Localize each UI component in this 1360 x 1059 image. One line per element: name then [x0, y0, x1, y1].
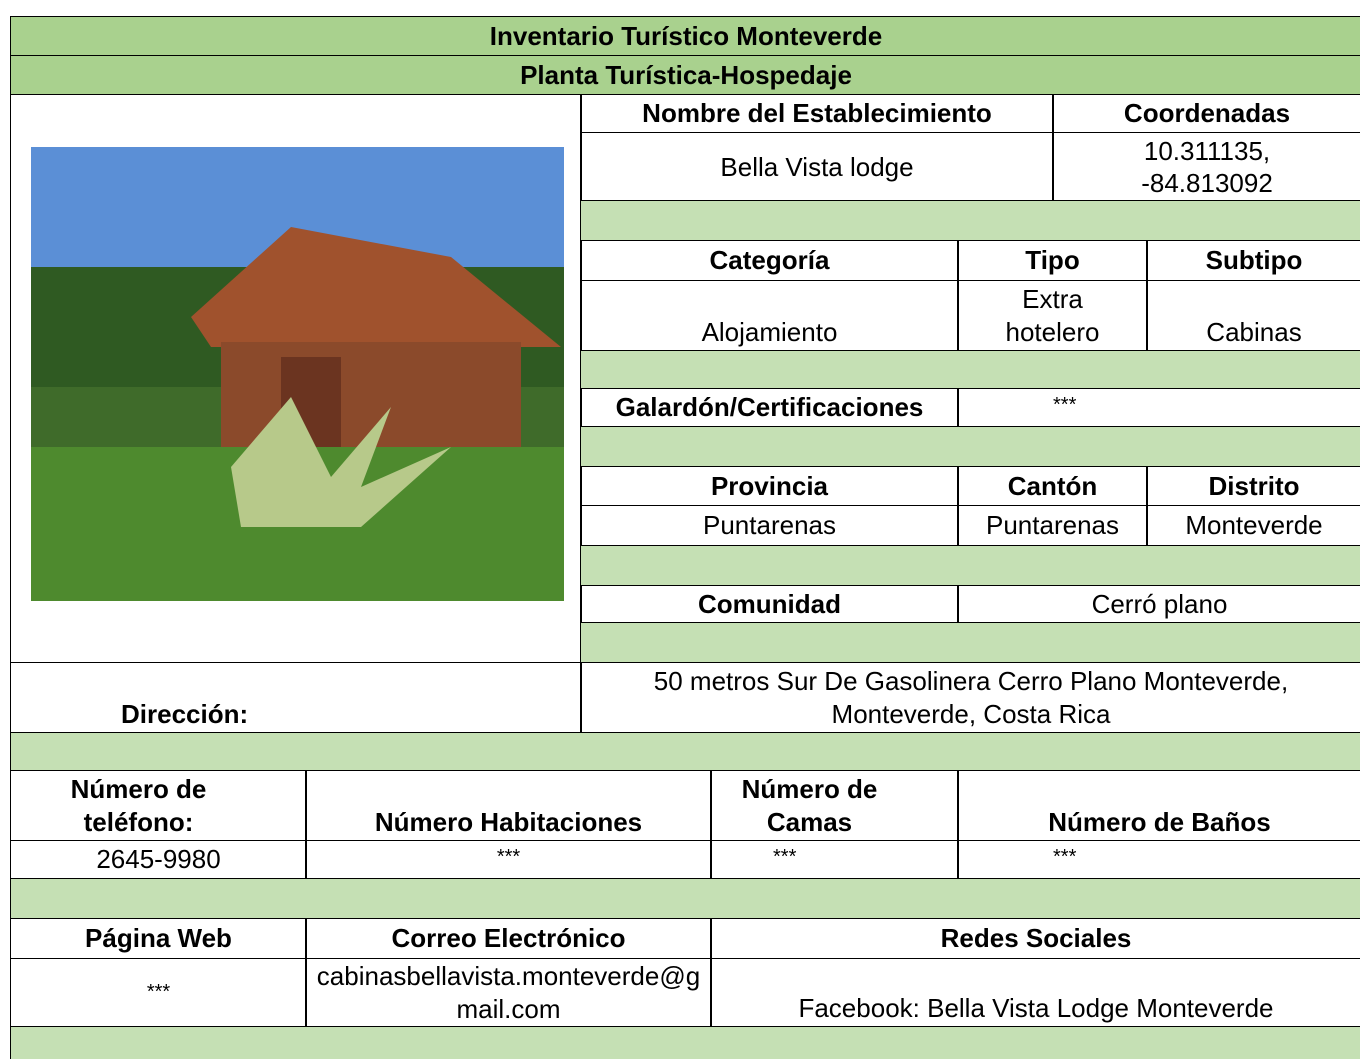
spacer — [580, 200, 1360, 241]
spacer — [10, 732, 1360, 771]
label: Cantón — [957, 466, 1148, 506]
value: Cerró plano — [957, 585, 1360, 623]
title: Inventario Turístico Monteverde — [10, 16, 1360, 56]
value: cabinasbellavista.monteverde@gmail.com — [305, 958, 712, 1027]
label: Tipo — [957, 240, 1148, 281]
value: Alojamiento — [580, 280, 959, 351]
label: Provincia — [580, 466, 959, 506]
value: Puntarenas — [580, 505, 959, 546]
label: Distrito — [1146, 466, 1360, 506]
label: Comunidad — [580, 585, 959, 623]
label: Coordenadas — [1052, 94, 1360, 133]
value: *** — [710, 840, 959, 879]
label: Número de Baños — [957, 770, 1360, 841]
label: Número de teléfono: — [10, 770, 307, 841]
spacer — [580, 545, 1360, 586]
value: 50 metros Sur De Gasolinera Cerro Plano … — [580, 662, 1360, 733]
label: Categoría — [580, 240, 959, 281]
spacer — [580, 622, 1360, 663]
value: 10.311135, -84.813092 — [1052, 132, 1360, 202]
spacer — [10, 1026, 1360, 1059]
value: *** — [305, 840, 712, 879]
label: Dirección: — [10, 662, 582, 733]
label: Número de Camas — [710, 770, 959, 841]
value: *** — [957, 388, 1360, 427]
label: Número Habitaciones — [305, 770, 712, 841]
value: Extra hotelero — [957, 280, 1148, 351]
value: 2645-9980 — [10, 840, 307, 879]
value: Bella Vista lodge — [580, 132, 1054, 202]
label: Nombre del Establecimiento — [580, 94, 1054, 133]
label: Página Web — [10, 918, 307, 959]
value: *** — [957, 840, 1360, 879]
photo — [31, 147, 564, 601]
label: Correo Electrónico — [305, 918, 712, 959]
photo-cell — [10, 94, 582, 663]
value: *** — [10, 958, 307, 1027]
value: Monteverde — [1146, 505, 1360, 546]
label: Redes Sociales — [710, 918, 1360, 959]
label: Galardón/Certificaciones — [580, 388, 959, 427]
subtitle: Planta Turística-Hospedaje — [10, 55, 1360, 95]
spacer — [580, 350, 1360, 389]
value: Puntarenas — [957, 505, 1148, 546]
label: Subtipo — [1146, 240, 1360, 281]
value: Cabinas — [1146, 280, 1360, 351]
spacer — [10, 878, 1360, 919]
spacer — [580, 426, 1360, 467]
value: Facebook: Bella Vista Lodge Monteverde — [710, 958, 1360, 1027]
